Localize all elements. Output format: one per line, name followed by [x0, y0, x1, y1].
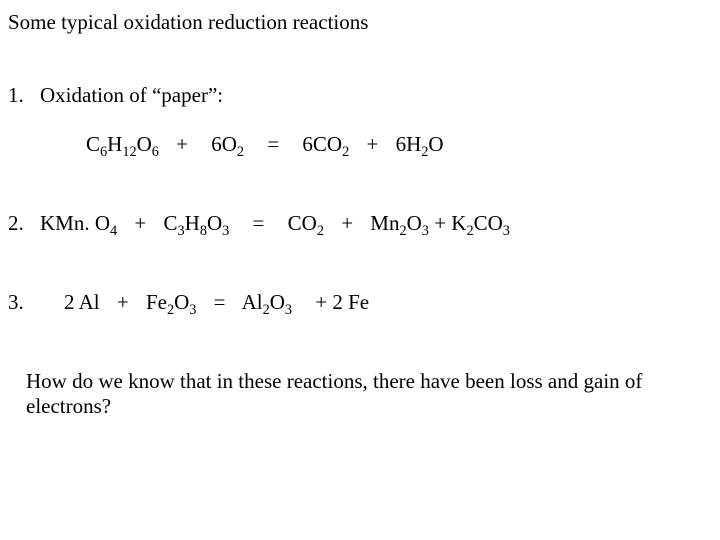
item-3: 3. 2 Al + Fe2O3 = Al2O3 + 2 Fe	[8, 290, 712, 315]
eq3-plus-1: +	[117, 290, 129, 314]
eq2-reactant-2: C3H8O3	[164, 211, 230, 235]
eq2-product-2: Mn2O3	[370, 211, 429, 235]
eq3-plus-2: + 2	[315, 290, 343, 314]
eq1-product-2: 6H2O	[396, 132, 444, 156]
eq1-equals: =	[267, 132, 279, 156]
item-1-label: Oxidation of “paper”:	[40, 83, 712, 108]
item-2-number: 2.	[8, 211, 40, 236]
eq3-reactant-2: Fe2O3	[146, 290, 196, 314]
footer-question: How do we know that in these reactions, …	[8, 369, 712, 419]
item-1-number: 1.	[8, 83, 40, 108]
item-2: 2. KMn. O4 + C3H8O3 = CO2 + Mn2O3 + K2CO…	[8, 211, 712, 236]
eq2-equals: =	[253, 211, 265, 235]
eq1-reactant-2: 6O2	[211, 132, 244, 156]
equation-3: 2 Al + Fe2O3 = Al2O3 + 2 Fe	[64, 290, 712, 315]
eq2-plus-1: +	[134, 211, 146, 235]
eq1-plus-2: +	[366, 132, 378, 156]
eq1-plus-1: +	[176, 132, 188, 156]
eq1-reactant-1: C6H12O6	[86, 132, 159, 156]
eq3-product-2: Fe	[348, 290, 369, 314]
page-title: Some typical oxidation reduction reactio…	[8, 10, 712, 35]
eq2-plus-3: +	[434, 211, 446, 235]
eq2-product-3: K2CO3	[451, 211, 510, 235]
eq3-equals: =	[214, 290, 226, 314]
eq3-product-1: Al2O3	[242, 290, 292, 314]
eq2-product-1: CO2	[288, 211, 324, 235]
eq2-reactant-1: KMn. O4	[40, 211, 117, 235]
equation-2: KMn. O4 + C3H8O3 = CO2 + Mn2O3 + K2CO3	[40, 211, 712, 236]
item-3-number: 3.	[8, 290, 40, 315]
eq2-plus-2: +	[341, 211, 353, 235]
eq1-product-1: 6CO2	[302, 132, 349, 156]
item-1: 1. Oxidation of “paper”: C6H12O6 + 6O2 =…	[8, 83, 712, 157]
eq3-reactant-1: 2 Al	[64, 290, 100, 314]
equation-1: C6H12O6 + 6O2 = 6CO2 + 6H2O	[86, 132, 712, 157]
